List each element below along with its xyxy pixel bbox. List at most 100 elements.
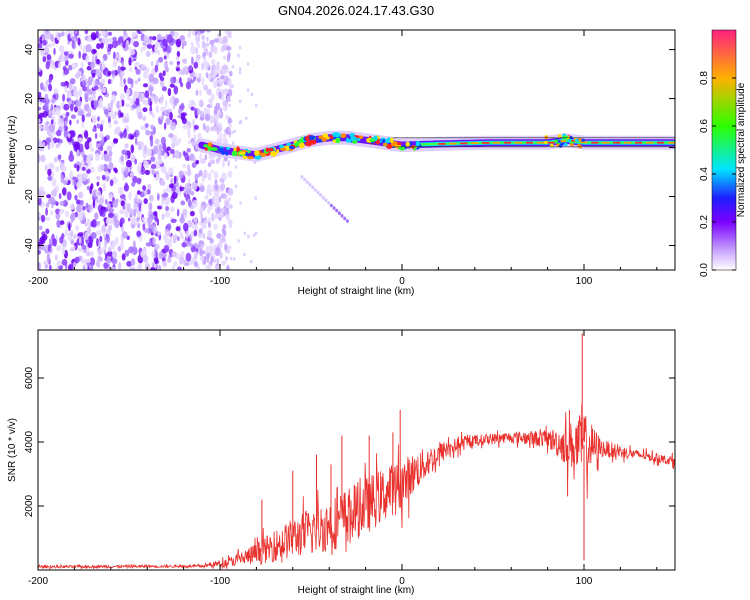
noise-dot bbox=[226, 264, 230, 270]
noise-dot bbox=[70, 169, 73, 177]
noise-dot bbox=[199, 110, 204, 119]
noise-dot bbox=[238, 45, 242, 50]
noise-dot bbox=[130, 258, 136, 266]
noise-dot bbox=[61, 31, 65, 37]
noise-dot bbox=[112, 266, 117, 270]
noise-dot bbox=[43, 244, 49, 249]
noise-dot bbox=[93, 49, 97, 54]
noise-dot bbox=[58, 193, 62, 200]
noise-dot bbox=[165, 117, 171, 125]
noise-dot bbox=[159, 158, 163, 165]
noise-dot bbox=[136, 230, 142, 237]
noise-dot bbox=[82, 86, 88, 92]
noise-dot bbox=[99, 124, 104, 132]
noise-dot bbox=[45, 137, 52, 144]
noise-dot bbox=[198, 109, 201, 115]
noise-dot bbox=[238, 70, 242, 75]
noise-dot bbox=[205, 245, 209, 254]
y-tick-label: 0 bbox=[24, 144, 35, 150]
noise-dot bbox=[146, 189, 151, 195]
noise-dot bbox=[95, 189, 101, 198]
noise-dot bbox=[50, 140, 55, 149]
noise-dot bbox=[191, 181, 198, 191]
noise-dot bbox=[73, 176, 77, 186]
noise-dot bbox=[148, 223, 153, 229]
noise-dot bbox=[223, 104, 228, 112]
noise-dot bbox=[176, 55, 179, 61]
noise-dot bbox=[107, 102, 113, 112]
noise-dot bbox=[56, 245, 62, 251]
noise-dot bbox=[166, 223, 172, 230]
noise-dot bbox=[64, 85, 68, 93]
noise-dot bbox=[52, 188, 58, 197]
noise-dot bbox=[151, 169, 156, 175]
x-tick-label: 0 bbox=[399, 276, 405, 287]
noise-dot bbox=[212, 46, 218, 55]
noise-dot bbox=[38, 262, 41, 270]
signal-blob bbox=[578, 138, 583, 142]
noise-dot bbox=[50, 104, 54, 111]
noise-dot bbox=[142, 185, 147, 191]
noise-dot bbox=[164, 169, 168, 176]
streak-dot bbox=[345, 219, 349, 223]
noise-dot bbox=[43, 102, 49, 110]
signal-blob bbox=[231, 150, 238, 157]
noise-dot bbox=[168, 133, 174, 139]
noise-dot bbox=[204, 195, 209, 200]
noise-dot bbox=[182, 124, 188, 130]
noise-dot bbox=[146, 216, 153, 224]
noise-dot bbox=[209, 39, 215, 46]
noise-dot bbox=[162, 142, 167, 151]
noise-dot bbox=[61, 124, 65, 133]
signal-blob bbox=[239, 151, 246, 155]
signal-blob bbox=[396, 142, 402, 146]
noise-dot bbox=[136, 208, 140, 216]
noise-dot bbox=[105, 175, 110, 182]
signal-blob bbox=[550, 143, 554, 147]
noise-dot bbox=[225, 255, 229, 262]
noise-dot bbox=[219, 75, 226, 80]
noise-dot bbox=[50, 210, 54, 216]
noise-dot bbox=[65, 59, 69, 66]
noise-dot bbox=[183, 188, 186, 194]
noise-dot bbox=[113, 120, 119, 125]
noise-dot bbox=[45, 44, 48, 53]
noise-dot bbox=[58, 45, 65, 52]
noise-dot bbox=[128, 57, 132, 66]
noise-dot bbox=[161, 94, 164, 103]
colorbar-tick-label: 0.8 bbox=[699, 71, 710, 85]
noise-dot bbox=[61, 259, 68, 266]
noise-dot bbox=[147, 39, 153, 45]
noise-dot bbox=[90, 264, 94, 270]
noise-dot bbox=[150, 156, 156, 162]
noise-dot bbox=[56, 108, 61, 117]
noise-dot bbox=[147, 183, 152, 191]
noise-dot bbox=[217, 36, 223, 45]
noise-dot bbox=[38, 124, 43, 131]
noise-dot bbox=[111, 258, 118, 265]
y-tick-label: -20 bbox=[24, 189, 35, 204]
noise-dot bbox=[76, 100, 82, 107]
noise-dot bbox=[140, 63, 146, 70]
noise-dot bbox=[200, 255, 205, 262]
noise-dot bbox=[164, 211, 171, 218]
noise-dot bbox=[88, 141, 93, 149]
noise-dot bbox=[55, 265, 60, 270]
noise-dot bbox=[157, 231, 162, 236]
noise-dot bbox=[101, 78, 106, 85]
noise-dot bbox=[133, 202, 138, 212]
noise-dot bbox=[179, 256, 185, 265]
noise-dot bbox=[206, 255, 210, 263]
noise-dot bbox=[182, 208, 188, 216]
noise-dot bbox=[73, 233, 76, 240]
noise-dot bbox=[188, 121, 192, 129]
noise-dot bbox=[214, 184, 219, 191]
noise-dot bbox=[224, 30, 230, 35]
noise-dot bbox=[144, 169, 150, 175]
noise-dot bbox=[103, 262, 109, 269]
noise-dot bbox=[214, 196, 219, 201]
noise-dot bbox=[217, 206, 221, 213]
noise-dot bbox=[81, 114, 86, 123]
streak-dot bbox=[329, 203, 333, 208]
colorbar-tick-label: 0.6 bbox=[699, 119, 710, 133]
